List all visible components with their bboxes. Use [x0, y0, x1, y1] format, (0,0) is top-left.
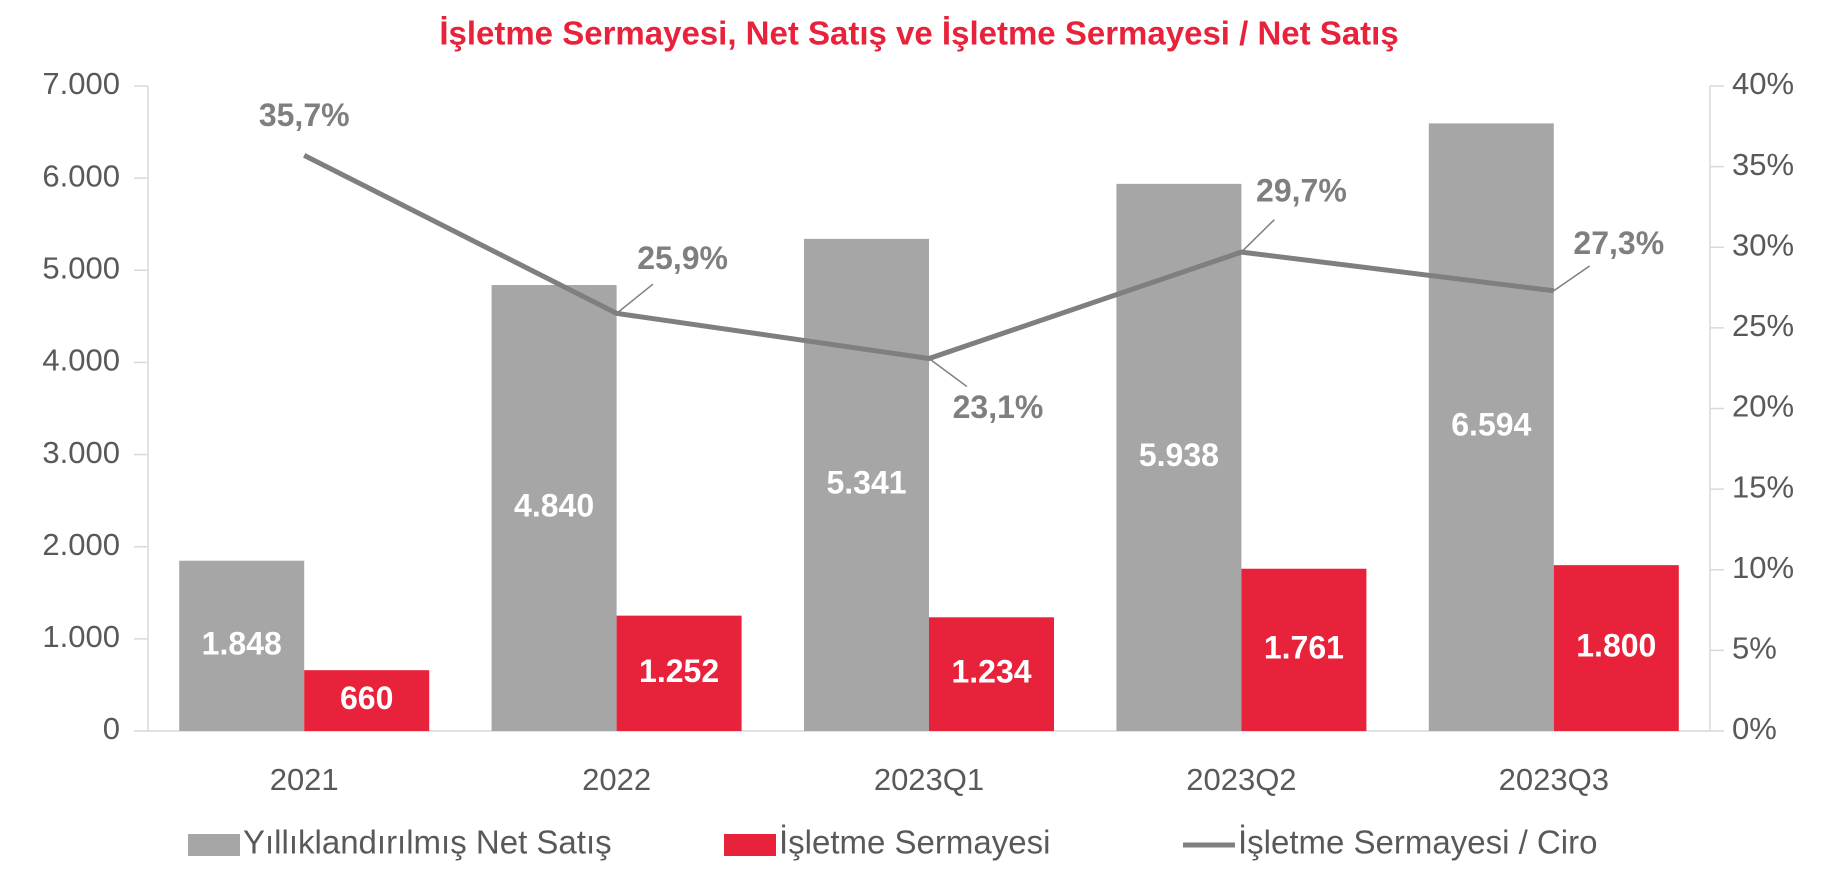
- y2-tick-label: 5%: [1732, 631, 1777, 666]
- bar-value-label: 1.761: [1264, 629, 1344, 665]
- x-tick-label: 2023Q1: [874, 762, 984, 797]
- bar: [1241, 568, 1367, 731]
- legend-label: İşletme Sermayesi: [779, 824, 1050, 861]
- bar-value-label: 4.840: [514, 487, 594, 523]
- y-tick-label: 1.000: [42, 619, 120, 654]
- bar-value-label: 660: [340, 680, 393, 716]
- line-value-label: 25,9%: [637, 240, 728, 276]
- leader-line: [1553, 265, 1590, 292]
- leader-line: [616, 283, 654, 314]
- line-value-label: 23,1%: [953, 389, 1044, 425]
- y2-tick-label: 15%: [1732, 469, 1794, 504]
- bar: [1553, 565, 1679, 731]
- y-tick-label: 3.000: [42, 435, 120, 470]
- y-tick-label: 5.000: [42, 250, 120, 285]
- chart-title: İşletme Sermayesi, Net Satış ve İşletme …: [439, 15, 1398, 52]
- bar-value-label: 6.594: [1451, 407, 1531, 443]
- bar-value-label: 5.341: [826, 464, 906, 500]
- line-value-label: 35,7%: [259, 97, 350, 133]
- bar-value-label: 5.938: [1139, 437, 1219, 473]
- y-tick-label: 0: [103, 711, 120, 746]
- bar-value-label: 1.234: [951, 654, 1031, 690]
- x-tick-label: 2021: [270, 762, 339, 797]
- bar: [491, 285, 617, 731]
- bar: [1428, 123, 1554, 731]
- bar: [929, 617, 1054, 731]
- bar: [179, 560, 305, 731]
- y-tick-label: 7.000: [42, 66, 120, 101]
- leader-line: [1240, 219, 1275, 253]
- y2-tick-label: 10%: [1732, 550, 1794, 585]
- y2-tick-label: 40%: [1732, 66, 1794, 101]
- bar: [304, 670, 430, 731]
- bar-value-label: 1.252: [639, 653, 719, 689]
- y2-tick-label: 35%: [1732, 147, 1794, 182]
- legend-swatch: [724, 834, 776, 856]
- bar-value-label: 1.848: [202, 625, 282, 661]
- x-tick-label: 2023Q2: [1186, 762, 1296, 797]
- y2-tick-label: 25%: [1732, 308, 1794, 343]
- bar-value-label: 1.800: [1576, 628, 1656, 664]
- y2-tick-label: 30%: [1732, 227, 1794, 262]
- x-tick-label: 2023Q3: [1499, 762, 1609, 797]
- line-value-label: 27,3%: [1573, 225, 1664, 261]
- bar: [616, 615, 742, 731]
- y-tick-label: 2.000: [42, 527, 120, 562]
- bar: [804, 238, 929, 732]
- y-tick-label: 6.000: [42, 158, 120, 193]
- line-value-label: 29,7%: [1256, 173, 1347, 209]
- legend-label: İşletme Sermayesi / Ciro: [1238, 824, 1597, 861]
- y2-tick-label: 0%: [1732, 711, 1777, 746]
- y-tick-label: 4.000: [42, 343, 120, 378]
- x-tick-label: 2022: [582, 762, 651, 797]
- y2-tick-label: 20%: [1732, 389, 1794, 424]
- legend-label: Yıllıklandırılmış Net Satış: [243, 824, 612, 861]
- legend-swatch: [188, 834, 240, 856]
- leader-line: [928, 357, 968, 388]
